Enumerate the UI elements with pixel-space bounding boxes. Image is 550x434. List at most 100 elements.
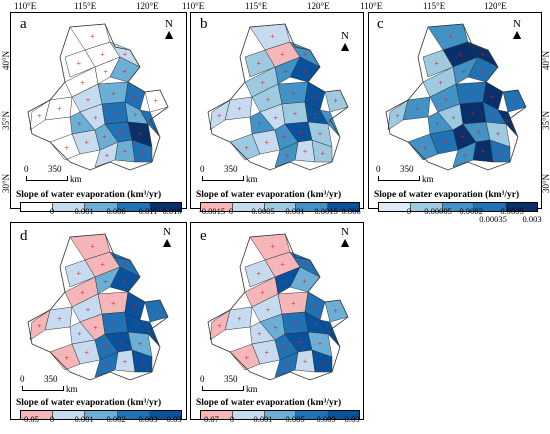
station-marker-icon: + — [291, 299, 296, 308]
station-marker-icon: + — [105, 361, 110, 370]
station-marker-icon: + — [118, 128, 123, 137]
station-marker-icon: + — [264, 348, 269, 357]
legend-tick: 0.002 — [106, 414, 126, 424]
legend-swatch — [201, 203, 233, 211]
station-marker-icon: + — [303, 147, 308, 156]
legend-swatch — [232, 203, 265, 211]
station-marker-icon: + — [260, 289, 265, 298]
station-marker-icon: + — [111, 89, 116, 98]
station-marker-icon: + — [320, 149, 325, 158]
station-marker-icon: + — [122, 67, 127, 76]
north-label: N — [165, 18, 173, 30]
station-marker-icon: + — [123, 357, 128, 366]
lon-label: 120°E — [484, 1, 507, 11]
legend-swatch — [232, 411, 265, 419]
region-outline — [27, 233, 169, 381]
legend-tick: 0.0005 — [500, 206, 524, 216]
legend-tick: 0.001 — [74, 206, 94, 216]
station-marker-icon: + — [280, 50, 285, 59]
station-marker-icon: + — [133, 111, 138, 120]
station-marker-icon: + — [460, 133, 465, 142]
scale-zero: 0 — [24, 164, 29, 174]
legend-swatch — [264, 411, 297, 419]
lon-label: 120°E — [307, 1, 330, 11]
station-marker-icon: + — [451, 114, 456, 123]
station-marker-icon: + — [481, 50, 486, 59]
station-marker-icon: + — [302, 67, 307, 76]
region — [209, 309, 231, 341]
station-marker-icon: + — [80, 79, 85, 88]
region — [209, 99, 231, 131]
station-marker-icon: + — [57, 105, 62, 114]
region-outline — [207, 23, 349, 171]
north-arrow-icon: N ▲ — [510, 18, 524, 43]
station-marker-icon: + — [86, 95, 91, 104]
legend-swatch — [117, 411, 150, 419]
region — [29, 309, 51, 341]
station-marker-icon: + — [303, 357, 308, 366]
legend-swatch — [296, 411, 329, 419]
station-marker-icon: + — [270, 242, 275, 251]
station-marker-icon: + — [490, 93, 495, 102]
north-arrow-icon: N ▲ — [338, 30, 352, 55]
legend-tick: 0.03 — [166, 414, 182, 424]
lon-label: 110°E — [360, 1, 383, 11]
station-marker-icon: + — [140, 359, 145, 368]
station-marker-icon: + — [511, 96, 516, 105]
region-outline — [27, 23, 169, 171]
station-marker-icon: + — [138, 339, 143, 348]
legend-tick: 0.001 — [74, 414, 94, 424]
map-c: +++++++++++ + +++ + +++++ + +++ + — [385, 23, 527, 171]
station-marker-icon: + — [132, 93, 137, 102]
station-marker-icon: + — [282, 343, 287, 352]
station-marker-icon: + — [471, 109, 476, 118]
station-marker-icon: + — [113, 109, 118, 118]
legend-tick: 0.0015 — [314, 206, 338, 216]
legend-tick: 0.016 — [162, 206, 182, 216]
station-marker-icon: + — [100, 50, 105, 59]
station-marker-icon: + — [498, 149, 503, 158]
station-marker-icon: + — [57, 315, 62, 324]
region — [274, 351, 299, 378]
station-marker-icon: + — [280, 260, 285, 269]
station-marker-icon: + — [153, 306, 158, 315]
legend-swatch — [85, 411, 118, 419]
legend-swatch — [506, 203, 537, 211]
station-marker-icon: + — [90, 242, 95, 251]
legend-tick: 0.006 — [341, 206, 361, 216]
station-marker-icon: + — [113, 319, 118, 328]
north-label: N — [341, 30, 349, 42]
station-marker-icon: + — [133, 321, 138, 330]
station-marker-icon: + — [123, 147, 128, 156]
station-marker-icon: + — [491, 111, 496, 120]
station-marker-icon: + — [122, 277, 127, 286]
station-marker-icon: + — [77, 329, 82, 338]
legend-swatch — [149, 411, 182, 419]
station-marker-icon: + — [283, 277, 288, 286]
legend-tick: 0 — [229, 414, 235, 424]
station-marker-icon: + — [266, 95, 271, 104]
north-arrow-icon: N ▲ — [338, 226, 352, 251]
legend-swatch — [85, 203, 118, 211]
scale-zero: 0 — [20, 374, 25, 384]
scale-distance: 350 — [400, 164, 414, 174]
station-marker-icon: + — [37, 112, 42, 121]
station-marker-icon: + — [303, 50, 308, 59]
station-marker-icon: + — [147, 117, 152, 126]
region — [94, 141, 119, 168]
region — [387, 99, 409, 131]
legend-swatch — [264, 203, 297, 211]
station-marker-icon: + — [282, 133, 287, 142]
station-marker-icon: + — [461, 67, 466, 76]
station-marker-icon: + — [77, 119, 82, 128]
station-marker-icon: + — [505, 117, 510, 126]
station-marker-icon: + — [422, 144, 427, 153]
station-marker-icon: + — [123, 260, 128, 269]
legend-tick: 0.003 — [522, 214, 542, 224]
legend-tick: 0.03 — [344, 414, 360, 424]
region — [29, 99, 51, 131]
panel-letter: d — [20, 228, 28, 244]
station-marker-icon: + — [237, 315, 242, 324]
station-marker-icon: + — [123, 50, 128, 59]
map-a: +++++++++++ + +++ + +++++ + +++ + — [27, 23, 169, 171]
